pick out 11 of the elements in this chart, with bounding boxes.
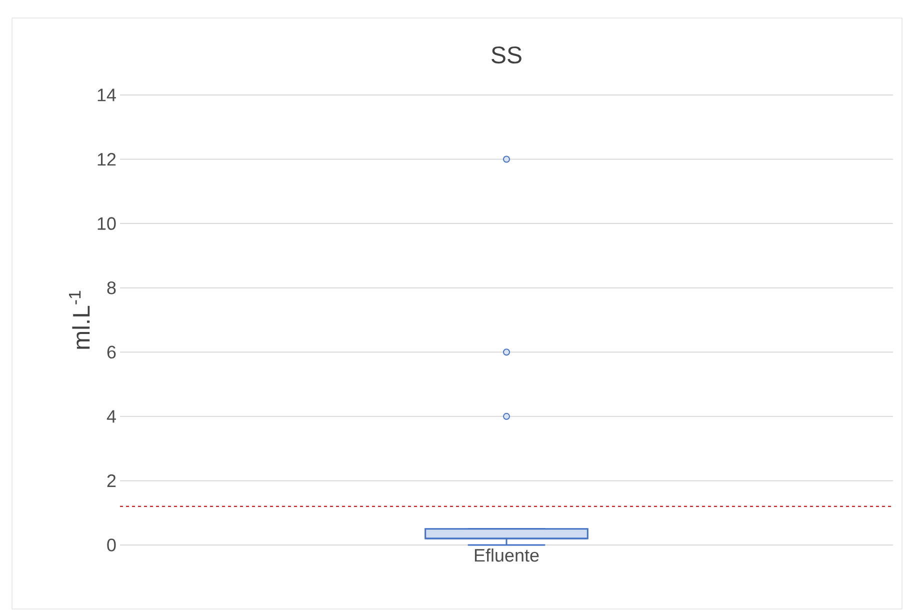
y-tick-label: 4 <box>106 410 116 423</box>
y-tick-label: 0 <box>107 538 116 552</box>
y-tick-label: 10 <box>98 217 116 230</box>
y-tick-label: 6 <box>107 346 116 358</box>
y-tick-label: 14 <box>98 88 116 102</box>
y-axis-title: ml.L$^{-1}$ <box>69 290 90 349</box>
x-tick-label: Efluente <box>474 548 539 562</box>
y-tick-label: 8 <box>107 281 116 294</box>
y-tick-label: 12 <box>98 152 116 166</box>
y-tick-label: 2 <box>107 474 116 487</box>
chart-title: SS <box>492 46 522 64</box>
